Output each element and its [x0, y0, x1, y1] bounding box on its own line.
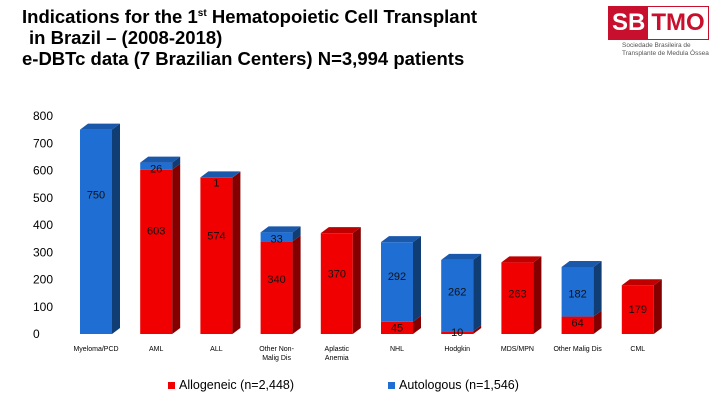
bar-allogeneic-2-side: [232, 171, 241, 334]
bar-autologous-3-front: [260, 232, 293, 242]
title-line-3: e-DBTc data (7 Brazilian Centers) N=3,99…: [22, 48, 465, 69]
x-tick-label: Anemia: [325, 355, 349, 362]
bar-allogeneic-8-front: [561, 316, 594, 334]
data-label-allogeneic: 45: [391, 323, 403, 335]
y-tick-label: 200: [33, 273, 53, 287]
bar-autologous-3-side: [292, 226, 301, 242]
bar-autologous-8-front: [561, 266, 594, 317]
bar-allogeneic-3-front: [260, 241, 293, 334]
data-label-autologous: 262: [448, 287, 466, 299]
bar-allogeneic-7-side: [533, 256, 542, 334]
data-label-autologous: 292: [388, 271, 406, 283]
bar-7-top: [501, 256, 542, 263]
bar-allogeneic-8-side: [593, 310, 602, 334]
bar-autologous-0-front: [80, 129, 112, 334]
data-label-autologous: 750: [87, 190, 105, 202]
bar-autologous-5-front: [381, 242, 413, 322]
logo-subtitle: Sociedade Brasileira de Transplante de M…: [622, 42, 709, 57]
x-tick-label: Other Malig Dis: [553, 346, 602, 353]
data-label-allogeneic: 263: [508, 288, 526, 300]
bar-allogeneic-9-side: [653, 279, 662, 334]
y-tick-label: 300: [33, 245, 53, 259]
bar-allogeneic-7-front: [501, 262, 534, 334]
title-line-2: in Brazil – (2008-2018): [29, 27, 223, 48]
bar-3-top: [260, 226, 301, 233]
x-tick-label: CML: [630, 346, 645, 353]
y-tick-label: 400: [33, 218, 53, 232]
y-tick-label: 600: [33, 164, 53, 178]
legend-item-autologous: Autologous (n=1,546): [388, 378, 519, 392]
bar-9-top: [621, 279, 662, 286]
data-label-allogeneic: 370: [328, 268, 346, 280]
data-label-allogeneic: 603: [147, 225, 165, 237]
data-label-allogeneic: 10: [451, 327, 463, 339]
bar-8-top: [561, 260, 602, 267]
bar-5-top: [381, 236, 421, 243]
legend-item-allogeneic: Allogeneic (n=2,448): [168, 378, 294, 392]
data-label-autologous: 182: [568, 288, 586, 300]
x-tick-label: Myeloma/PCD: [73, 346, 118, 353]
bar-allogeneic-4-side: [352, 227, 361, 334]
y-tick-label: 500: [33, 191, 53, 205]
bar-0-top: [80, 123, 120, 130]
y-tick-label: 700: [33, 136, 53, 150]
x-tick-label: Malig Dis: [262, 355, 291, 362]
bar-6-top: [441, 253, 482, 260]
sbtmo-logo: SB TMO Sociedade Brasileira de Transplan…: [608, 6, 718, 66]
legend-swatch-autologous: [388, 381, 395, 389]
data-label-autologous: 26: [150, 164, 162, 176]
legend-label-allogeneic: Allogeneic (n=2,448): [179, 378, 295, 392]
bar-allogeneic-6-front: [441, 331, 474, 334]
bar-autologous-6-side: [473, 253, 482, 332]
data-label-allogeneic: 64: [571, 318, 583, 330]
bar-autologous-5-side: [413, 236, 421, 322]
data-label-allogeneic: 179: [629, 304, 647, 316]
bar-autologous-1-front: [140, 162, 173, 170]
bar-allogeneic-5-front: [381, 321, 413, 334]
bar-2-top: [200, 171, 241, 178]
logo-mark: SB TMO: [608, 6, 709, 40]
legend-label-autologous: Autologous (n=1,546): [399, 378, 519, 392]
y-tick-label: 100: [33, 300, 53, 314]
data-label-allogeneic: 340: [267, 274, 285, 286]
bar-allogeneic-3-side: [292, 235, 301, 334]
bar-allogeneic-9-front: [621, 285, 654, 334]
chart-legend: Allogeneic (n=2,448) Autologous (n=1,546…: [0, 378, 720, 400]
x-tick-label: AML: [149, 346, 164, 353]
x-tick-label: MDS/MPN: [501, 346, 534, 353]
bar-autologous-8-side: [593, 260, 602, 317]
bar-allogeneic-1-side: [172, 163, 181, 334]
x-tick-label: ALL: [210, 346, 223, 353]
bar-autologous-2-side: [232, 171, 241, 178]
x-tick-label: NHL: [390, 346, 404, 353]
data-label-autologous: 1: [213, 177, 219, 189]
bar-allogeneic-2-front: [200, 177, 233, 334]
bar-autologous-1-side: [172, 156, 181, 170]
bar-autologous-0-side: [112, 123, 120, 334]
x-tick-label: Hodgkin: [444, 346, 470, 353]
logo-text-sb: SB: [609, 7, 649, 39]
x-tick-label: Other Non-: [259, 346, 294, 353]
bar-4-top: [320, 227, 361, 234]
y-tick-label: 800: [33, 109, 53, 123]
x-tick-label: Aplastic: [325, 346, 350, 353]
title-line-1: Indications for the 1st Hematopoietic Ce…: [22, 6, 478, 27]
bar-1-top: [140, 156, 181, 163]
legend-swatch-allogeneic: [168, 381, 175, 389]
y-tick-label: 0: [33, 327, 40, 341]
chart-title: Indications for the 1st Hematopoietic Ce…: [22, 6, 542, 69]
bar-allogeneic-6-side: [473, 325, 482, 334]
bar-autologous-6-front: [441, 259, 474, 332]
data-label-allogeneic: 574: [207, 231, 225, 243]
bar-allogeneic-4-front: [320, 233, 353, 334]
data-label-autologous: 33: [270, 233, 282, 245]
bar-allogeneic-5-side: [413, 315, 421, 334]
bar-allogeneic-1-front: [140, 169, 173, 334]
stacked-bar-chart: 0 100 200 300 400 500 600 700 800 750 Myeloma/PCD 6…: [33, 109, 662, 362]
logo-text-tmo: TMO: [651, 9, 705, 36]
